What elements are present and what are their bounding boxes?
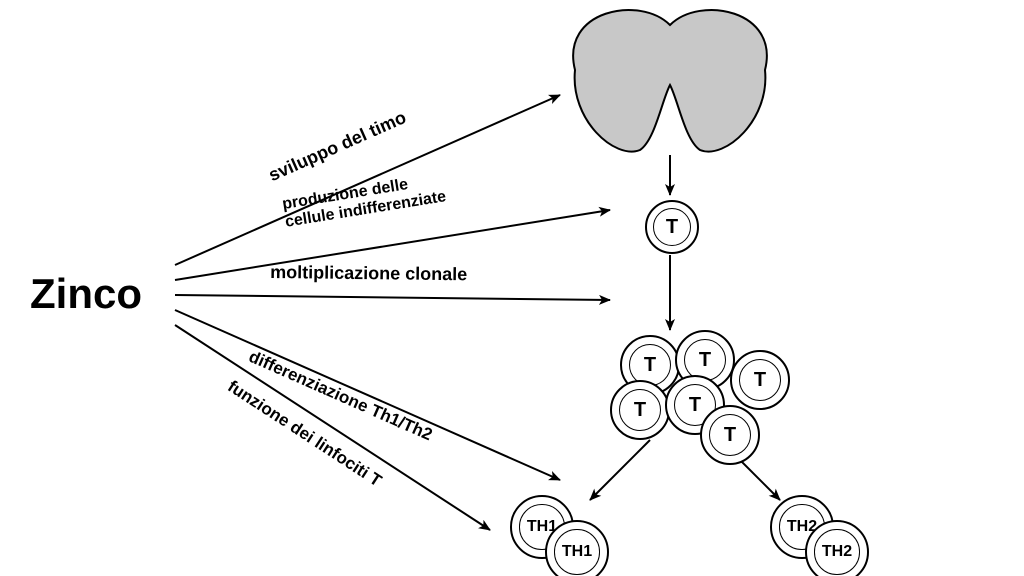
t-cell-cluster-5: T: [700, 405, 760, 465]
edge-label-e3: moltiplicazione clonale: [270, 262, 467, 285]
t-cell-cluster-5-label: T: [709, 414, 751, 456]
t-cell-cluster-2: T: [730, 350, 790, 410]
th1-cell-1: TH1: [545, 520, 609, 576]
edge-label-e1: sviluppo del timo: [266, 107, 410, 186]
t-cell-cluster-3: T: [610, 380, 670, 440]
diagram-stage: Zinco sviluppo del timoproduzione delle …: [0, 0, 1024, 576]
th2-cell-1: TH2: [805, 520, 869, 576]
edge-label-e4: differenziazione Th1/Th2: [246, 347, 436, 445]
source-label: Zinco: [30, 270, 142, 318]
flow-f3: [590, 440, 650, 500]
t-cell-single: T: [645, 200, 699, 254]
svg-overlay: [0, 0, 1024, 576]
t-cell-single-label: T: [653, 208, 691, 246]
edge-label-e2: produzione delle cellule indifferenziate: [281, 170, 447, 231]
t-cell-cluster-3-label: T: [619, 389, 661, 431]
source-edges: [175, 95, 610, 530]
edge-e3: [175, 295, 610, 300]
th1-cell-1-label: TH1: [554, 529, 599, 574]
edge-e5: [175, 325, 490, 530]
th2-cell-1-label: TH2: [814, 529, 859, 574]
t-cell-cluster-2-label: T: [739, 359, 781, 401]
thymus-shape: [573, 10, 767, 152]
